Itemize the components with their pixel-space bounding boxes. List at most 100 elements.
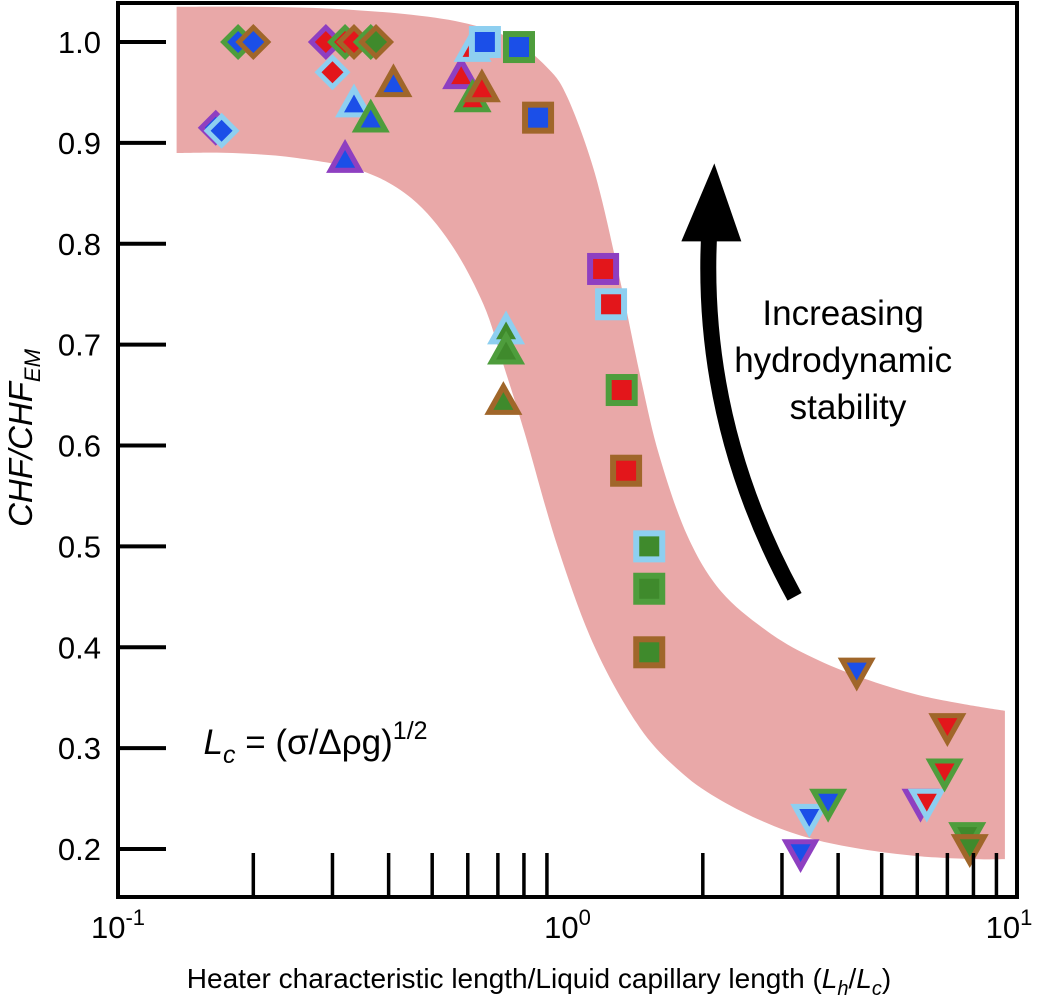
data-point-triangle-up: [326, 139, 365, 173]
stability-arrow-shaft: [700, 192, 802, 601]
data-point-square: [605, 374, 638, 407]
y-tick-label: 0.6: [58, 429, 101, 464]
x-axis-title-slash: /: [849, 963, 857, 994]
data-point-triangle-down: [781, 839, 820, 874]
data-point-triangle-up: [335, 83, 374, 118]
square-marker-fill: [639, 536, 660, 557]
data-point-square: [502, 31, 535, 64]
data-point-triangle-down: [809, 788, 848, 823]
triangle-down-marker-fill: [818, 793, 839, 812]
x-axis-title-var: L: [856, 963, 872, 994]
data-point-square: [595, 288, 628, 321]
square-marker-fill: [639, 642, 660, 663]
x-axis-title-var: L: [822, 963, 838, 994]
y-axis-title-subscript: EM: [20, 348, 45, 382]
data-point-diamond: [235, 24, 272, 60]
square-marker-fill: [616, 460, 637, 481]
triangle-up-marker-fill: [335, 150, 356, 168]
data-point-square: [587, 252, 620, 285]
data-point-diamond: [314, 54, 351, 91]
capillary-length-formula: Lc = (σ/Δρg)1/2: [204, 717, 428, 769]
y-axis-title: CHF/CHFEM: [2, 348, 45, 527]
diamond-marker-fill: [242, 31, 265, 53]
y-tick-label: 0.7: [58, 328, 101, 363]
data-point-triangle-up: [487, 330, 526, 365]
triangle-down-marker-fill: [937, 718, 958, 736]
x-axis-tick-labels: 10-1 100 101: [91, 905, 1032, 945]
diamond-marker-fill: [314, 31, 337, 53]
y-tick-label: 0.4: [58, 630, 101, 665]
triangle-up-marker-fill: [496, 321, 517, 340]
x-tick-label: 10-1: [91, 905, 145, 945]
data-point-triangle-up: [484, 381, 523, 415]
y-tick-label: 0.8: [58, 227, 101, 262]
formula-subscript: c: [223, 741, 236, 769]
data-point-triangle-up: [374, 63, 413, 98]
x-axis-title: Heater characteristic length/Liquid capi…: [187, 963, 891, 1000]
data-point-triangle-up: [462, 68, 501, 103]
data-point-triangle-up: [487, 310, 526, 345]
diamond-marker-fill: [321, 61, 344, 84]
data-point-triangle-down: [790, 803, 829, 838]
triangle-down-marker-fill: [916, 793, 937, 812]
data-point-triangle-up: [351, 98, 390, 133]
triangle-up-marker-fill: [493, 392, 514, 410]
y-tick-label: 1.0: [58, 25, 101, 60]
data-point-square: [633, 636, 666, 669]
data-point-diamond: [307, 24, 344, 60]
formula-body: = (σ/Δρg): [236, 723, 393, 762]
stability-arrow: [681, 163, 802, 601]
square-marker-fill: [639, 578, 660, 599]
x-axis-title-text: Heater characteristic length/Liquid capi…: [187, 963, 823, 994]
x-tick-label: 100: [544, 905, 591, 945]
data-point-triangle-down: [928, 713, 967, 747]
x-tick-label: 101: [986, 905, 1033, 945]
y-tick-label: 0.2: [58, 832, 101, 867]
y-axis-ticks: [118, 40, 166, 851]
formula-exponent: 1/2: [393, 717, 428, 745]
triangle-up-marker-fill: [383, 74, 404, 93]
plot-border: [116, 1, 1019, 899]
y-axis-title-denominator: CHF: [2, 380, 39, 450]
data-point-square: [633, 572, 666, 605]
x-axis-title-sub: c: [872, 978, 882, 1000]
x-tick-label-base: 10: [91, 910, 125, 945]
data-point-triangle-down: [837, 657, 876, 692]
data-point-square: [468, 26, 501, 58]
stability-arrow-head: [681, 163, 742, 242]
data-points: [197, 24, 989, 874]
data-point-diamond: [358, 24, 395, 60]
triangle-down-marker-fill: [799, 808, 820, 827]
data-point-triangle-down: [907, 788, 946, 823]
x-tick-label-exponent: 0: [579, 905, 591, 930]
triangle-up-marker-fill: [496, 341, 517, 360]
triangle-down-marker-fill: [790, 844, 811, 863]
triangle-up-marker-fill: [471, 79, 492, 98]
data-point-triangle-up: [442, 55, 481, 90]
y-tick-label: 0.5: [58, 529, 101, 564]
triangle-up-marker-fill: [360, 109, 381, 128]
x-axis-title-close: ): [882, 963, 891, 994]
data-point-square: [633, 530, 666, 563]
x-tick-label-base: 10: [544, 910, 578, 945]
x-tick-label-exponent: 1: [1020, 905, 1032, 930]
triangle-up-marker-fill: [451, 66, 472, 85]
y-axis-title-slash: /: [2, 447, 39, 461]
data-band: [176, 6, 1005, 860]
x-tick-label-exponent: -1: [125, 905, 145, 930]
data-point-square: [610, 454, 643, 487]
y-tick-label: 0.3: [58, 731, 101, 766]
diamond-marker-fill: [365, 31, 388, 53]
square-marker-fill: [474, 32, 495, 52]
triangle-down-marker-fill: [959, 839, 980, 857]
data-point-triangle-down: [925, 758, 964, 793]
x-axis-ticks: [251, 853, 999, 897]
data-point-square: [522, 101, 555, 134]
plot-frame: [116, 1, 1019, 899]
square-marker-fill: [611, 380, 632, 401]
square-marker-fill: [528, 107, 549, 128]
triangle-up-marker-fill: [344, 94, 365, 113]
square-marker-fill: [601, 294, 622, 315]
y-tick-label: 0.9: [58, 126, 101, 161]
